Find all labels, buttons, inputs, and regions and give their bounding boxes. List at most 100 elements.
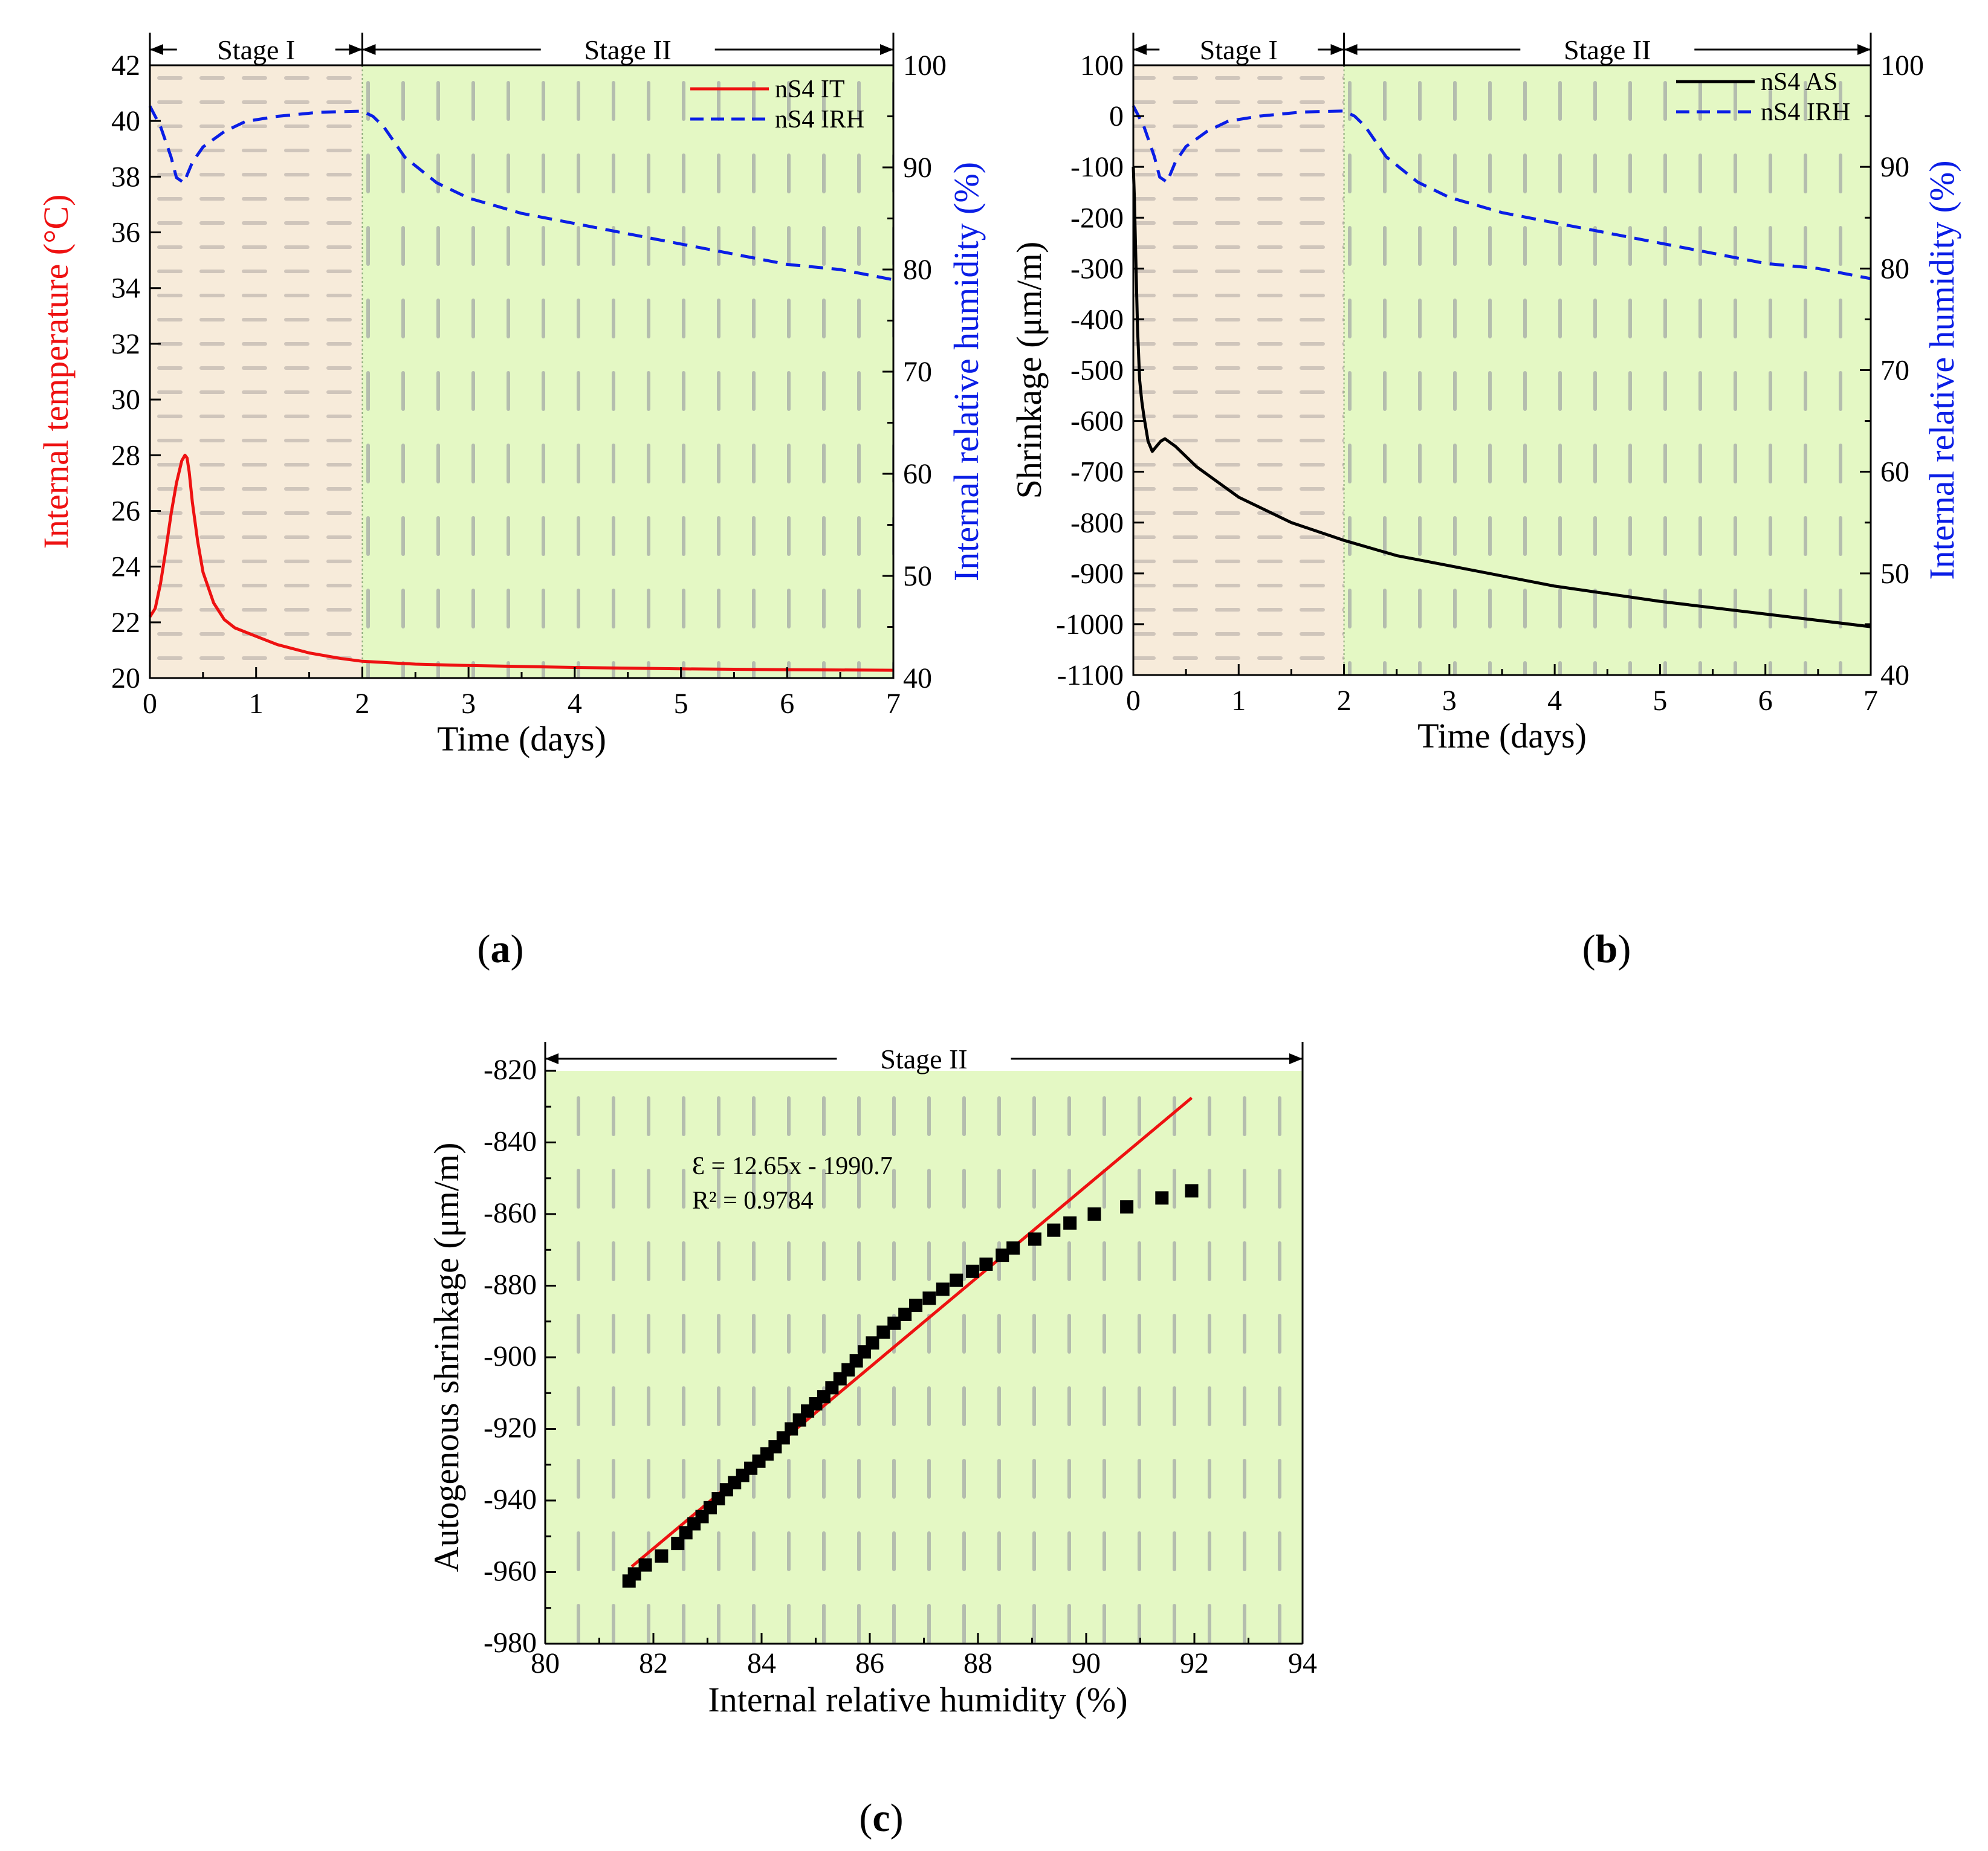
stage2-arrowhead-right xyxy=(1857,44,1871,55)
y-axis-label: Autogenous shrinkage (μm/m) xyxy=(427,1143,466,1572)
y-right-tick-label: 100 xyxy=(903,50,947,82)
y-left-tick-label: -1000 xyxy=(1056,609,1124,641)
x-axis-label: Time (days) xyxy=(1417,716,1587,755)
y-left-tick-label: -200 xyxy=(1070,202,1124,234)
x-tick-label: 0 xyxy=(1126,685,1141,717)
x-tick-label: 6 xyxy=(1758,685,1773,717)
x-tick-label: 0 xyxy=(143,688,157,720)
data-point xyxy=(979,1257,993,1271)
stage1-arrowhead-right xyxy=(349,44,363,55)
y-tick-label: -940 xyxy=(484,1484,537,1516)
x-tick-label: 7 xyxy=(886,688,901,720)
y-right-tick-label: 50 xyxy=(903,560,932,592)
series-line-ns4-as xyxy=(1132,167,1871,628)
data-point xyxy=(1006,1241,1020,1255)
y-right-tick-label: 40 xyxy=(903,662,932,694)
data-point xyxy=(1028,1232,1041,1246)
x-axis-label: Internal relative humidity (%) xyxy=(708,1680,1127,1719)
y-right-tick-label: 60 xyxy=(903,458,932,490)
x-tick-label: 1 xyxy=(1231,685,1246,717)
x-tick-label: 3 xyxy=(461,688,476,720)
y-tick-label: -860 xyxy=(484,1197,537,1229)
chart-panel-c: 80 82 84 86 88 90 92 94 -820 -840 -860 -880 -900 -920… xyxy=(427,1042,1317,1719)
y-right-tick-label: 90 xyxy=(903,152,932,184)
x-tick-label: 90 xyxy=(1072,1647,1101,1679)
stage2-region xyxy=(362,65,893,678)
x-tick-label: 1 xyxy=(249,688,264,720)
data-point xyxy=(898,1307,912,1321)
stage1-arrowhead-left xyxy=(150,44,163,55)
y-left-tick-label: 30 xyxy=(111,384,140,416)
y-right-tick-label: 60 xyxy=(1880,456,1909,488)
data-point xyxy=(876,1325,890,1339)
chart-panel-a: 0 1 2 3 4 5 6 720222426283032343638404240506070… xyxy=(36,33,986,758)
panel-label-b: (b) xyxy=(1582,927,1631,971)
y-left-axis-label: Internal temperature (°C) xyxy=(36,195,76,549)
y-tick-label: -920 xyxy=(484,1412,537,1444)
y-right-tick-label: 50 xyxy=(1880,558,1909,590)
x-tick-label: 2 xyxy=(355,688,369,720)
y-right-axis-label: Internal relative humidity (%) xyxy=(1922,160,1961,580)
y-tick-label: -820 xyxy=(484,1054,537,1086)
y-left-tick-label: 32 xyxy=(111,328,140,360)
legend-label-1: nS4 AS xyxy=(1761,68,1837,96)
x-tick-label: 6 xyxy=(780,688,794,720)
series-line-ns4-it xyxy=(148,453,894,672)
stage1-arrowhead-right xyxy=(1330,44,1344,55)
x-tick-label: 82 xyxy=(639,1647,668,1679)
y-left-tick-label: 100 xyxy=(1080,50,1124,82)
stage1-arrowhead-left xyxy=(1133,44,1147,55)
y-left-tick-label: -800 xyxy=(1070,507,1124,539)
y-right-tick-label: 40 xyxy=(1880,659,1909,691)
x-tick-label: 86 xyxy=(855,1647,884,1679)
data-point xyxy=(1120,1200,1134,1214)
y-left-tick-label: -300 xyxy=(1070,253,1124,285)
y-left-tick-label: 34 xyxy=(111,273,140,305)
x-tick-label: 4 xyxy=(568,688,582,720)
chart-panel-b: 0 1 2 3 4 5 6 7 100 0 -100 -200 -300 -400 -500 -600 -700… xyxy=(1009,33,1961,755)
stage1-region xyxy=(150,65,363,678)
series-line-ns4-irh xyxy=(148,105,894,282)
y-left-tick-label: -700 xyxy=(1070,456,1124,488)
y-left-tick-label: 22 xyxy=(111,607,140,639)
stage2-label: Stage II xyxy=(584,34,672,65)
data-point xyxy=(655,1549,669,1563)
x-tick-label: 84 xyxy=(747,1647,776,1679)
x-tick-label: 5 xyxy=(674,688,688,720)
y-left-tick-label: 28 xyxy=(111,439,140,471)
y-left-tick-label: -900 xyxy=(1070,558,1124,590)
y-tick-label: -960 xyxy=(484,1555,537,1588)
data-point xyxy=(966,1264,980,1278)
y-left-tick-label: -400 xyxy=(1070,303,1124,335)
y-tick-label: -880 xyxy=(484,1269,537,1301)
data-point xyxy=(936,1282,950,1296)
y-right-axis-label: Internal relative humidity (%) xyxy=(947,162,986,581)
data-point xyxy=(996,1249,1009,1262)
y-right-tick-label: 70 xyxy=(1880,355,1909,387)
x-tick-label: 7 xyxy=(1863,685,1878,717)
stage2-arrowhead-left xyxy=(1344,44,1358,55)
y-left-tick-label: 20 xyxy=(111,662,140,694)
y-right-tick-label: 100 xyxy=(1880,50,1924,82)
y-left-tick-label: 26 xyxy=(111,495,140,527)
y-right-tick-label: 80 xyxy=(1880,253,1909,285)
x-tick-label: 80 xyxy=(531,1647,560,1679)
x-tick-label: 4 xyxy=(1547,685,1562,717)
fit-r-squared: R² = 0.9784 xyxy=(692,1187,814,1215)
data-point xyxy=(1185,1184,1199,1198)
data-point xyxy=(887,1316,901,1330)
data-point xyxy=(638,1558,652,1572)
stage1-region xyxy=(1133,65,1344,675)
stage1-label: Stage I xyxy=(217,34,295,65)
y-left-tick-label: -500 xyxy=(1070,355,1124,387)
x-tick-label: 5 xyxy=(1653,685,1667,717)
data-point xyxy=(909,1299,923,1313)
x-tick-label: 2 xyxy=(1337,685,1352,717)
x-tick-label: 94 xyxy=(1288,1647,1317,1679)
y-left-tick-label: 40 xyxy=(111,105,140,137)
legend-label-2: nS4 IRH xyxy=(1761,99,1850,126)
y-left-tick-label: -1100 xyxy=(1057,659,1124,691)
stage2-arrowhead-left xyxy=(362,44,376,55)
data-point xyxy=(866,1336,879,1350)
